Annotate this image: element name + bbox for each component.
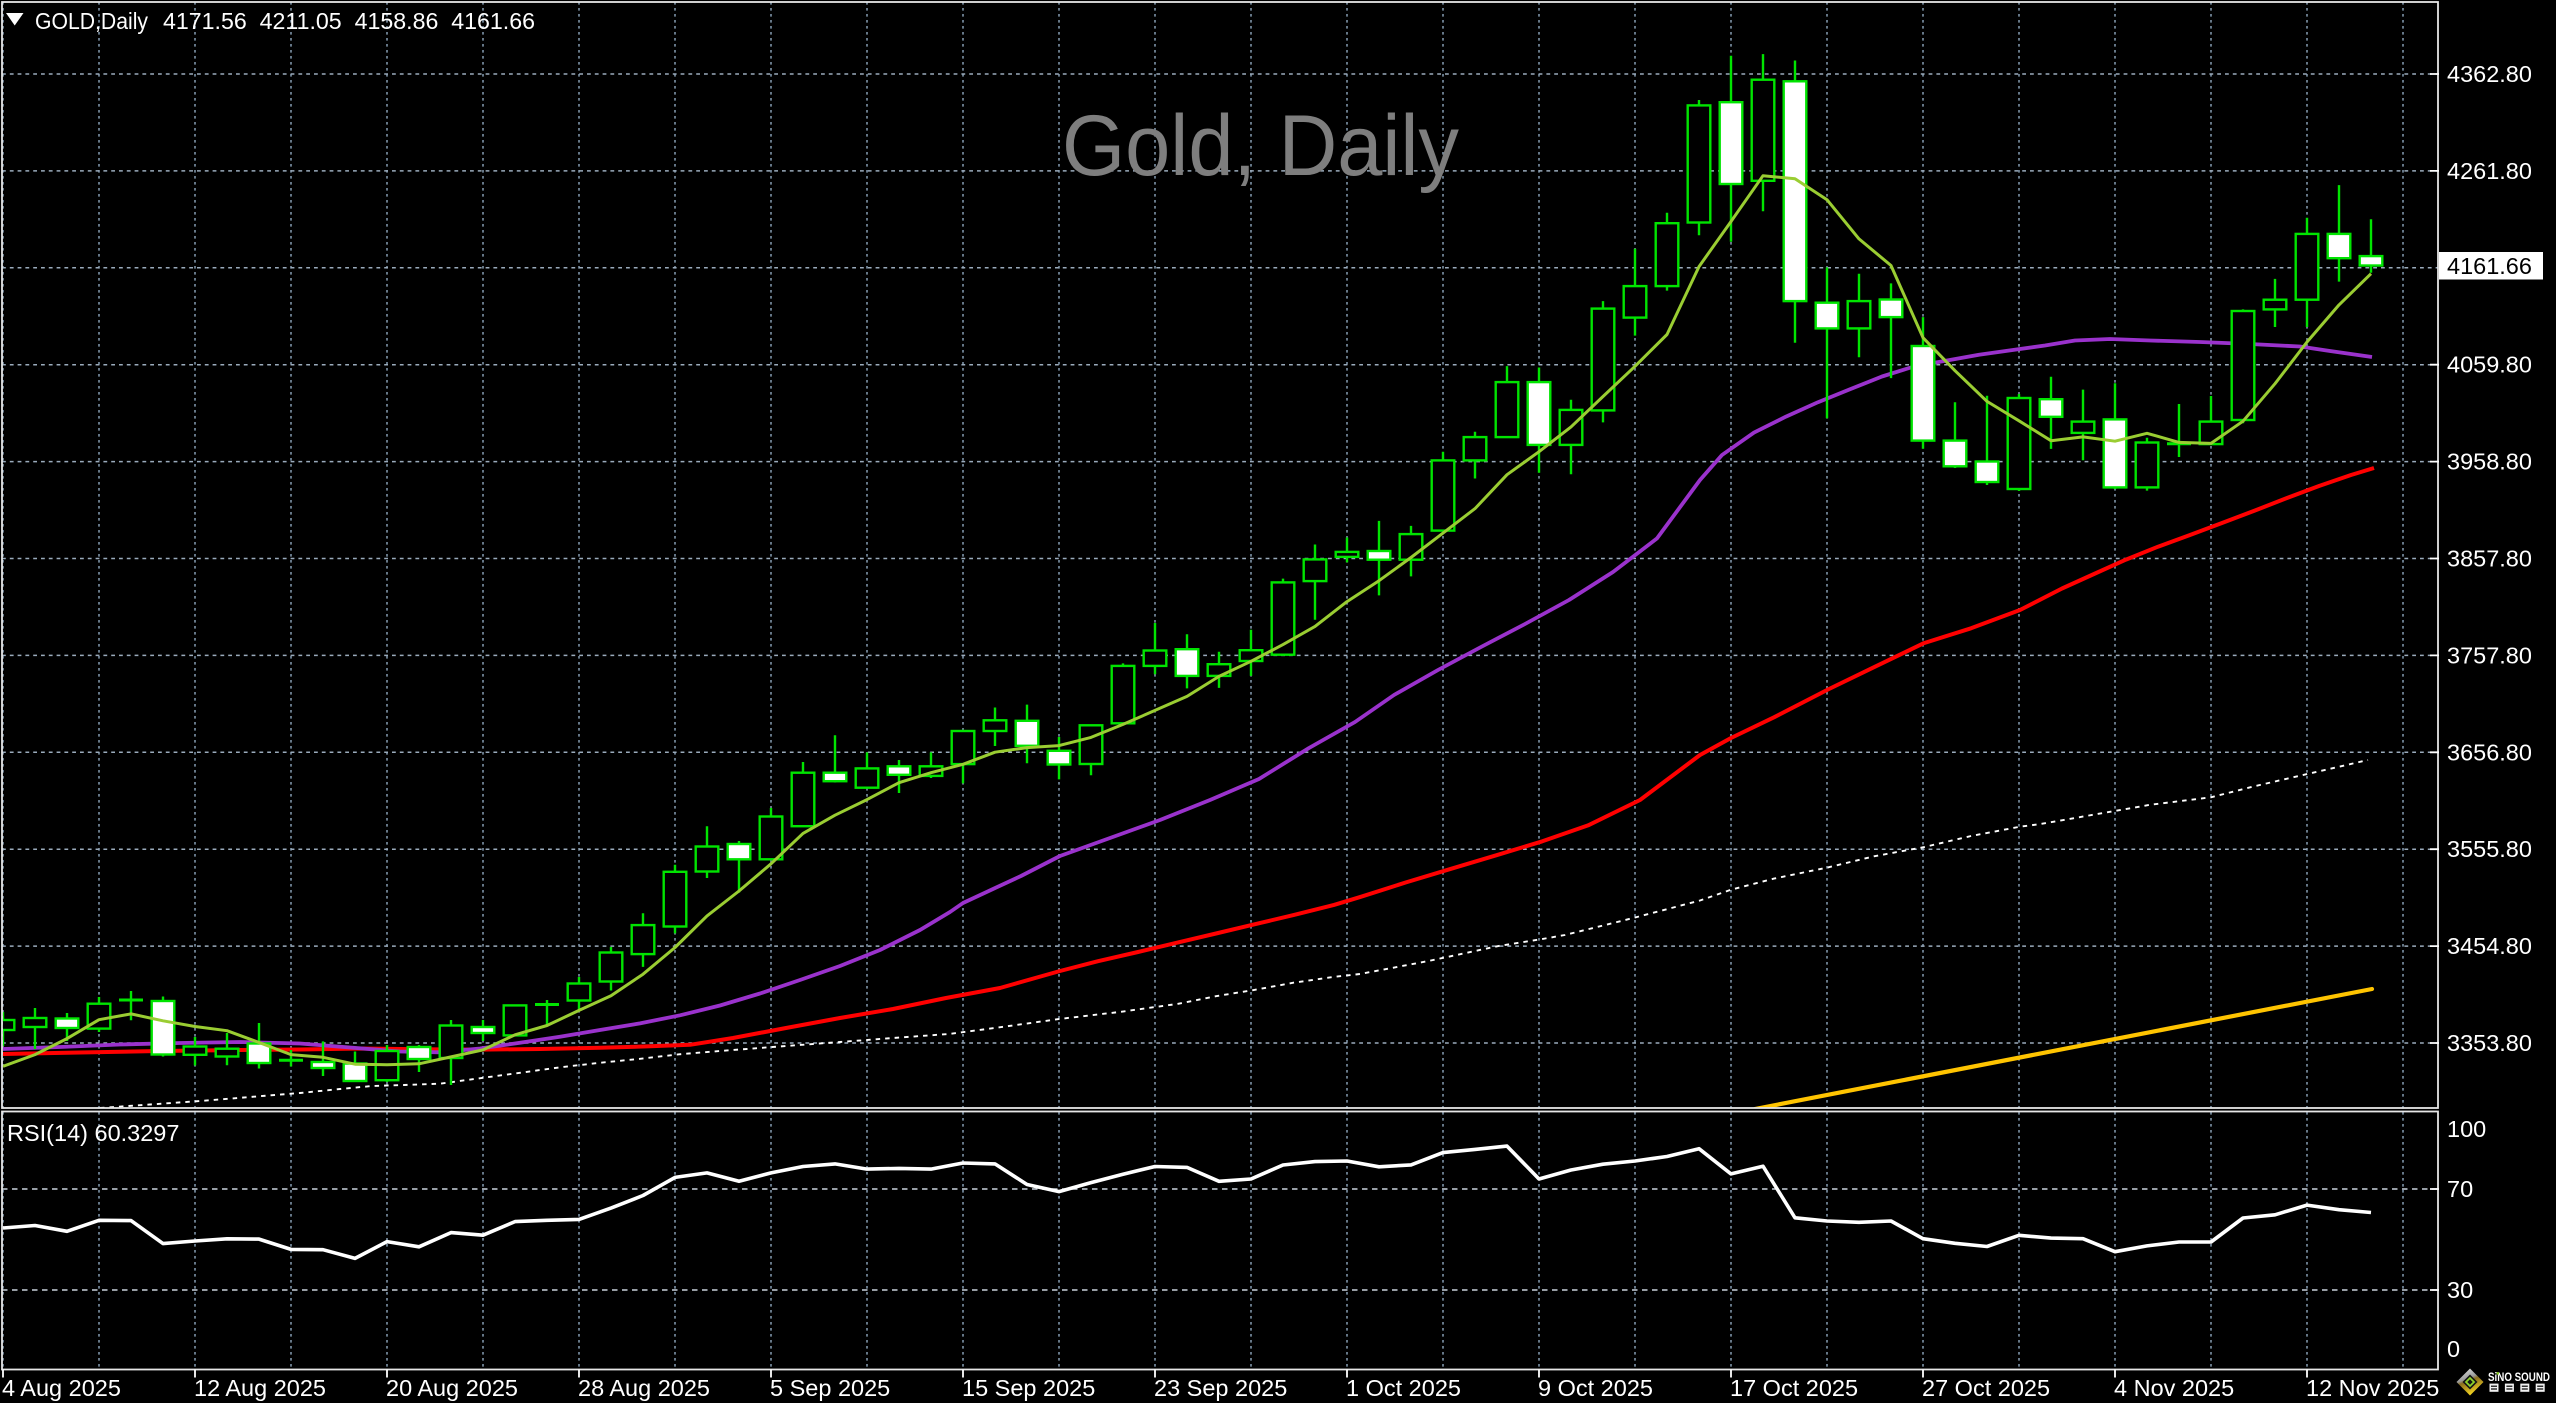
svg-text:17 Oct 2025: 17 Oct 2025 xyxy=(1730,1375,1858,1401)
svg-text:70: 70 xyxy=(2447,1176,2473,1202)
svg-text:GOLD,Daily: GOLD,Daily xyxy=(35,8,148,34)
svg-text:9 Oct 2025: 9 Oct 2025 xyxy=(1538,1375,1653,1401)
svg-text:3757.80: 3757.80 xyxy=(2447,642,2532,668)
svg-text:23 Sep 2025: 23 Sep 2025 xyxy=(1154,1375,1287,1401)
svg-text:100: 100 xyxy=(2447,1116,2486,1142)
svg-text:4362.80: 4362.80 xyxy=(2447,61,2532,87)
svg-text:RSI(14) 60.3297: RSI(14) 60.3297 xyxy=(7,1120,179,1146)
svg-text:3857.80: 3857.80 xyxy=(2447,546,2532,572)
svg-text:4171.56 4211.05 4158.86 416: 4171.56 4211.05 4158.86 4161.66 xyxy=(163,8,535,34)
svg-text:SiNO SOUND: SiNO SOUND xyxy=(2488,1372,2550,1384)
svg-text:3555.80: 3555.80 xyxy=(2447,836,2532,862)
svg-text:12 Nov 2025: 12 Nov 2025 xyxy=(2306,1375,2439,1401)
svg-text:3958.80: 3958.80 xyxy=(2447,449,2532,475)
svg-text:5 Sep 2025: 5 Sep 2025 xyxy=(770,1375,890,1401)
svg-text:0: 0 xyxy=(2447,1336,2460,1362)
svg-text:3353.80: 3353.80 xyxy=(2447,1030,2532,1056)
svg-text:4 Aug 2025: 4 Aug 2025 xyxy=(2,1375,121,1401)
svg-text:Gold, Daily: Gold, Daily xyxy=(1062,98,1459,194)
svg-text:4261.80: 4261.80 xyxy=(2447,158,2532,184)
svg-text:27 Oct 2025: 27 Oct 2025 xyxy=(1922,1375,2050,1401)
svg-text:12 Aug 2025: 12 Aug 2025 xyxy=(194,1375,326,1401)
svg-text:1 Oct 2025: 1 Oct 2025 xyxy=(1346,1375,1461,1401)
svg-text:15 Sep 2025: 15 Sep 2025 xyxy=(962,1375,1095,1401)
svg-text:3656.80: 3656.80 xyxy=(2447,739,2532,765)
svg-text:3454.80: 3454.80 xyxy=(2447,933,2532,959)
svg-text:4059.80: 4059.80 xyxy=(2447,352,2532,378)
svg-text:30: 30 xyxy=(2447,1277,2473,1303)
svg-text:4 Nov 2025: 4 Nov 2025 xyxy=(2114,1375,2234,1401)
svg-text:20 Aug 2025: 20 Aug 2025 xyxy=(386,1375,518,1401)
svg-text:4161.66: 4161.66 xyxy=(2447,253,2532,279)
svg-text:28 Aug 2025: 28 Aug 2025 xyxy=(578,1375,710,1401)
